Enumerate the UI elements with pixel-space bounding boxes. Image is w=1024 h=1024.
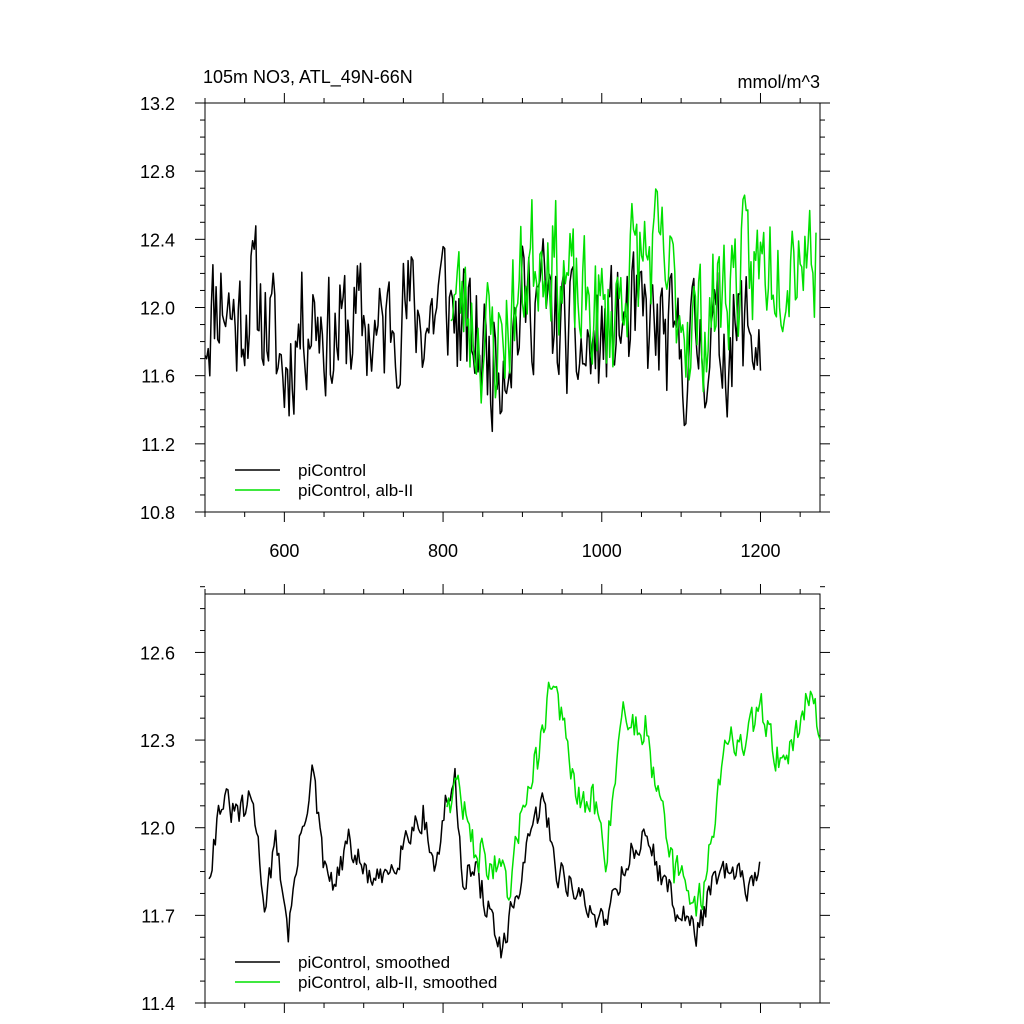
- series-line-top-0: [204, 225, 762, 433]
- series-line-bottom-0: [208, 764, 761, 959]
- y-tick-label: 12.8: [140, 162, 175, 182]
- top-axis-ticks: 600 800 1000 1200 10.8 11.2 11.6 12.0 12.4 12.8 13…: [140, 93, 830, 561]
- legend-label-picontrol: piControl: [298, 461, 366, 480]
- y-tick-label: 12.3: [140, 731, 175, 751]
- bottom-axis-ticks: 11.4 11.7 12.0 12.3 12.6: [140, 584, 830, 1014]
- x-tick-label: 600: [269, 541, 299, 561]
- x-tick-label: 1000: [582, 541, 622, 561]
- top-legend: piControl piControl, alb-II: [235, 461, 413, 500]
- y-tick-label: 12.0: [140, 819, 175, 839]
- x-tick-label: 1200: [740, 541, 780, 561]
- y-tick-label: 13.2: [140, 94, 175, 114]
- bottom-plot-frame: [204, 593, 821, 1004]
- legend-label-picontrol-alb-ii: piControl, alb-II: [298, 481, 413, 500]
- y-tick-label: 11.6: [141, 367, 175, 387]
- series-line-top-1: [450, 188, 817, 404]
- y-tick-label: 11.7: [141, 906, 175, 926]
- top-panel-units: mmol/m^3: [738, 72, 820, 92]
- series-line-bottom-1: [446, 681, 821, 917]
- bottom-legend: piControl, smoothed piControl, alb-II, s…: [235, 953, 497, 992]
- bottom-panel: 11.4 11.7 12.0 12.3 12.6 piControl, smoothed…: [140, 584, 830, 1014]
- top-series-lines: [204, 188, 817, 433]
- y-tick-label: 10.8: [140, 503, 175, 523]
- y-tick-label: 12.6: [140, 643, 175, 663]
- y-tick-label: 11.4: [141, 994, 175, 1014]
- x-tick-label: 800: [428, 541, 458, 561]
- legend-label-picontrol-smoothed: piControl, smoothed: [298, 953, 450, 972]
- top-panel-title: 105m NO3, ATL_49N-66N: [203, 67, 413, 88]
- top-panel: 105m NO3, ATL_49N-66N mmol/m^3 600 800 100…: [140, 67, 830, 561]
- legend-label-picontrol-alb-ii-smoothed: piControl, alb-II, smoothed: [298, 973, 497, 992]
- y-tick-label: 11.2: [141, 435, 175, 455]
- bottom-series-lines: [208, 681, 821, 959]
- y-tick-label: 12.4: [140, 230, 175, 250]
- y-tick-label: 12.0: [140, 299, 175, 319]
- top-plot-frame: [204, 102, 821, 513]
